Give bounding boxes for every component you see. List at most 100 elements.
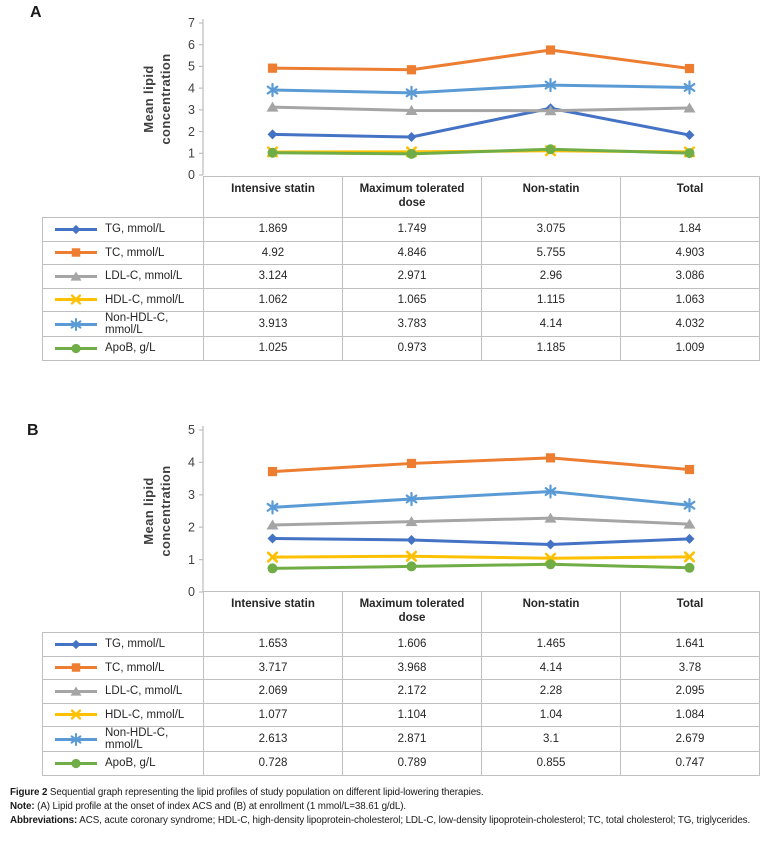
value-cell: 3.075	[481, 217, 621, 242]
value-cell: 1.653	[203, 632, 343, 657]
legend-swatch-asterisk-icon	[55, 317, 97, 331]
value-cell: 1.009	[620, 336, 760, 361]
legend-label: Non-HDL-C, mmol/L	[105, 312, 169, 336]
value-cell: 2.095	[620, 679, 760, 704]
legend-label: TC, mmol/L	[105, 661, 165, 674]
y-axis-tick-label: 1	[188, 553, 195, 567]
y-axis-tick-label: 0	[188, 168, 195, 182]
value-cell: 3.913	[203, 311, 343, 337]
table-header-row: Intensive statin Maximum tolerated dose No…	[42, 176, 760, 218]
series-marker-tg	[684, 533, 695, 544]
value-cell: 4.903	[620, 240, 760, 265]
table-row: HDL-C, mmol/L 1.077 1.104 1.04 1.084	[42, 702, 760, 727]
column-header: Non-statin	[481, 176, 621, 218]
value-cell: 1.465	[481, 632, 621, 657]
y-axis-tick-label: 6	[188, 38, 195, 52]
y-axis-tick-label: 1	[188, 146, 195, 160]
legend-swatch-circle-icon	[55, 343, 97, 353]
y-axis-tick-label: 2	[188, 125, 195, 139]
table-row: Non-HDL-C, mmol/L 3.913 3.783 4.14 4.032	[42, 311, 760, 337]
y-axis-tick-label: 3	[188, 488, 195, 502]
value-cell: 4.846	[342, 240, 482, 265]
legend-swatch-x-icon	[55, 294, 97, 305]
legend-label: TG, mmol/L	[105, 223, 166, 236]
y-axis-tick-label: 5	[188, 423, 195, 437]
panel-b-y-axis-title: Mean lipid concentration	[140, 426, 176, 596]
value-cell: 1.063	[620, 287, 760, 312]
legend-label: TC, mmol/L	[105, 246, 165, 259]
value-cell: 1.115	[481, 287, 621, 312]
series-marker-ldl-c	[544, 512, 557, 523]
series-marker-hdl-c	[405, 550, 418, 562]
caption-note-label: Note:	[10, 800, 35, 812]
value-cell: 1.185	[481, 336, 621, 361]
value-cell: 1.869	[203, 217, 343, 242]
caption-figure-label: Figure 2	[10, 787, 48, 798]
legend-swatch-square-icon	[55, 248, 97, 257]
value-cell: 1.065	[342, 287, 482, 312]
series-line-apob	[272, 562, 690, 570]
series-marker-apob	[684, 562, 695, 573]
series-marker-non-hdl-c	[683, 498, 696, 513]
series-marker-apob	[545, 144, 556, 155]
legend-swatch-diamond-icon	[55, 224, 97, 234]
legend-swatch-square-icon	[55, 663, 97, 672]
column-header: Maximum tolerated dose	[342, 591, 482, 633]
legend-label: Non-HDL-C, mmol/L	[105, 727, 169, 751]
series-marker-tc	[406, 458, 417, 469]
value-cell: 3.968	[342, 655, 482, 680]
caption-note-text: (A) Lipid profile at the onset of index …	[34, 800, 407, 812]
panel-a-table: Intensive statin Maximum tolerated dose No…	[42, 176, 760, 361]
panel-a-chart: 0 1 2 3 4 5 6 7	[188, 16, 696, 182]
series-marker-tg	[406, 534, 417, 545]
legend-header-cell	[42, 591, 204, 633]
y-axis-tick-label: 2	[188, 520, 195, 534]
series-marker-tg	[406, 132, 417, 143]
series-marker-ldl-c	[266, 101, 279, 112]
series-line-tc	[272, 456, 690, 474]
table-row: TC, mmol/L 3.717 3.968 4.14 3.78	[42, 655, 760, 680]
column-header: Total	[620, 176, 760, 218]
panel-b-table: Intensive statin Maximum tolerated dose No…	[42, 591, 760, 776]
series-marker-apob	[406, 561, 417, 572]
series-marker-ldl-c	[544, 105, 557, 116]
series-line-apob	[272, 147, 690, 156]
series-marker-tc	[267, 63, 278, 73]
panel-b-label: B	[27, 422, 39, 439]
legend-cell: LDL-C, mmol/L	[42, 264, 204, 289]
legend-label: HDL-C, mmol/L	[105, 293, 185, 306]
value-cell: 4.14	[481, 311, 621, 337]
series-marker-ldl-c	[683, 518, 696, 529]
value-cell: 2.871	[342, 726, 482, 752]
series-marker-non-hdl-c	[266, 500, 279, 515]
legend-swatch-diamond-icon	[55, 639, 97, 649]
series-marker-ldl-c	[405, 516, 418, 527]
table-row: Non-HDL-C, mmol/L 2.613 2.871 3.1 2.679	[42, 726, 760, 752]
value-cell: 2.971	[342, 264, 482, 289]
legend-swatch-triangle-icon	[55, 271, 97, 281]
series-line-non-hdl-c	[272, 83, 690, 95]
caption-figure-text: Sequential graph representing the lipid …	[47, 787, 484, 798]
series-marker-tc	[406, 65, 417, 75]
column-header: Intensive statin	[203, 591, 343, 633]
value-cell: 4.92	[203, 240, 343, 265]
legend-label: TG, mmol/L	[105, 638, 166, 651]
value-cell: 1.077	[203, 702, 343, 727]
series-line-ldl-c	[272, 105, 690, 113]
column-header: Intensive statin	[203, 176, 343, 218]
value-cell: 2.28	[481, 679, 621, 704]
legend-swatch-circle-icon	[55, 758, 97, 768]
value-cell: 3.783	[342, 311, 482, 337]
series-marker-non-hdl-c	[544, 78, 557, 93]
value-cell: 1.749	[342, 217, 482, 242]
series-line-tc	[272, 48, 690, 72]
series-marker-tg	[684, 130, 695, 141]
value-cell: 2.172	[342, 679, 482, 704]
panel-a-label: A	[30, 4, 42, 21]
value-cell: 3.124	[203, 264, 343, 289]
series-marker-tc	[684, 63, 695, 74]
value-cell: 4.032	[620, 311, 760, 337]
series-marker-tc	[545, 45, 556, 55]
